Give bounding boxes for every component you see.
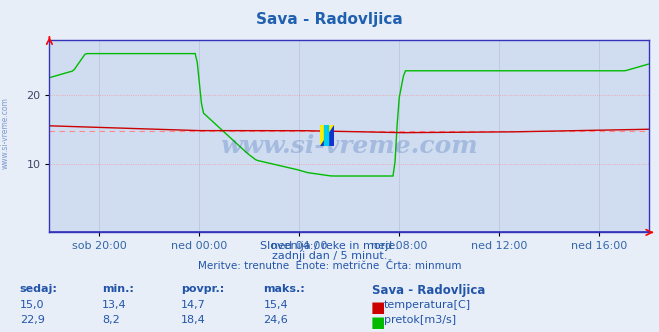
Polygon shape (324, 124, 328, 146)
Text: min.:: min.: (102, 284, 134, 294)
Text: povpr.:: povpr.: (181, 284, 225, 294)
Text: www.si-vreme.com: www.si-vreme.com (1, 97, 10, 169)
Text: sedaj:: sedaj: (20, 284, 57, 294)
Text: Meritve: trenutne  Enote: metrične  Črta: minmum: Meritve: trenutne Enote: metrične Črta: … (198, 261, 461, 271)
Text: ■: ■ (370, 300, 385, 315)
Text: 15,0: 15,0 (20, 300, 44, 310)
Text: ■: ■ (370, 315, 385, 330)
Text: 24,6: 24,6 (264, 315, 289, 325)
Text: Sava - Radovljica: Sava - Radovljica (372, 284, 486, 297)
Text: www.si-vreme.com: www.si-vreme.com (220, 134, 478, 158)
Text: zadnji dan / 5 minut.: zadnji dan / 5 minut. (272, 251, 387, 261)
Text: Sava - Radovljica: Sava - Radovljica (256, 12, 403, 27)
Text: temperatura[C]: temperatura[C] (384, 300, 471, 310)
Text: 8,2: 8,2 (102, 315, 120, 325)
Polygon shape (320, 124, 334, 146)
Text: 13,4: 13,4 (102, 300, 127, 310)
Text: 18,4: 18,4 (181, 315, 206, 325)
Text: 15,4: 15,4 (264, 300, 288, 310)
Text: 14,7: 14,7 (181, 300, 206, 310)
Text: Slovenija / reke in morje.: Slovenija / reke in morje. (260, 241, 399, 251)
Text: 22,9: 22,9 (20, 315, 45, 325)
Text: pretok[m3/s]: pretok[m3/s] (384, 315, 455, 325)
Text: maks.:: maks.: (264, 284, 305, 294)
